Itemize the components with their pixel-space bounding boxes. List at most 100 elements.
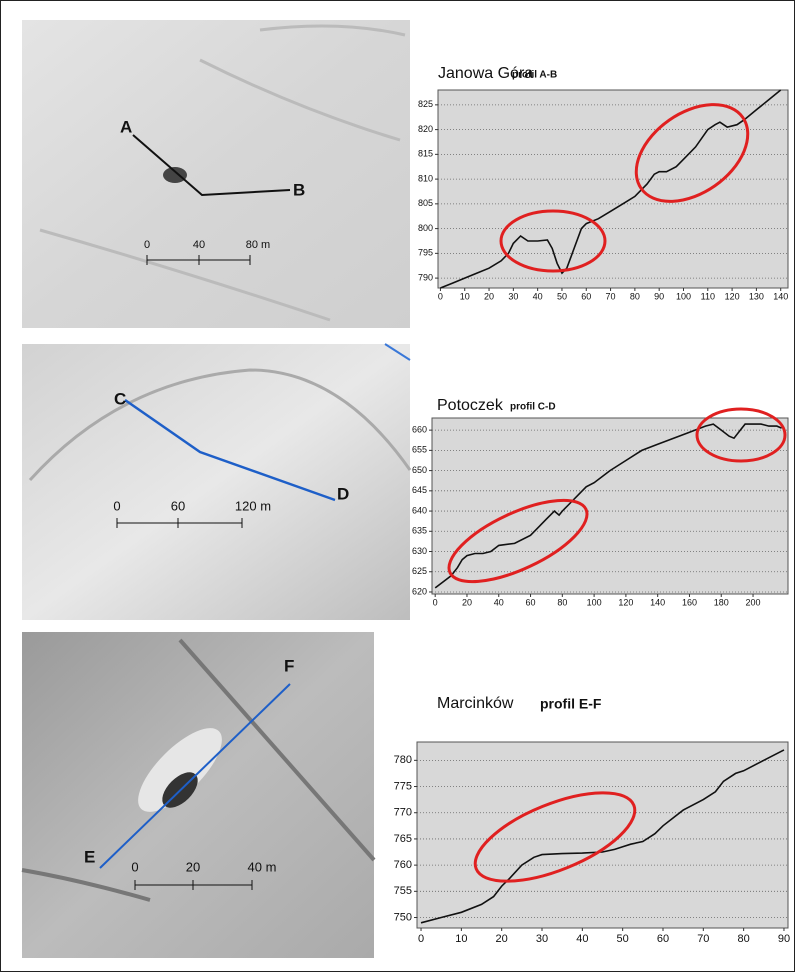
x-tick-label: 30	[536, 933, 548, 945]
x-tick-label: 80	[630, 291, 640, 301]
terrain	[21, 638, 376, 902]
y-tick-label: 820	[418, 124, 433, 134]
x-tick-label: 50	[557, 291, 567, 301]
scale-label: 20	[186, 859, 200, 874]
x-tick-label: 120	[618, 597, 633, 607]
x-tick-label: 80	[738, 933, 750, 945]
map-panel: E F 0 20 40 m	[21, 632, 376, 958]
x-tick-label: 120	[725, 291, 740, 301]
y-tick-label: 750	[394, 911, 412, 923]
y-tick-label: 625	[412, 566, 427, 576]
x-tick-label: 30	[508, 291, 518, 301]
y-tick-label: 635	[412, 526, 427, 536]
x-tick-label: 10	[455, 933, 467, 945]
y-tick-label: 790	[418, 272, 433, 282]
terrain	[138, 728, 222, 812]
y-tick-label: 655	[412, 445, 427, 455]
profile-line	[132, 134, 291, 197]
y-tick-label: 645	[412, 485, 427, 495]
x-tick-label: 20	[496, 933, 508, 945]
scale-label: 60	[171, 498, 185, 513]
y-tick-label: 620	[412, 586, 427, 596]
chart-title: Marcinków	[437, 695, 514, 712]
x-tick-label: 90	[778, 933, 790, 945]
highlight-ellipse	[634, 103, 750, 203]
scale-label: 40 m	[248, 859, 277, 874]
profile-line	[440, 89, 782, 289]
y-tick-label: 805	[418, 198, 433, 208]
x-tick-label: 40	[533, 291, 543, 301]
map-panel: C D 0 60 120 m	[22, 343, 412, 620]
x-tick-label: 80	[557, 597, 567, 607]
chart-subtitle: profil C-D	[510, 402, 556, 413]
point-label: F	[284, 656, 294, 675]
y-tick-label: 800	[418, 223, 433, 233]
map-image	[22, 20, 410, 328]
scale-label: 120 m	[235, 498, 271, 513]
chart-title: Potoczek	[437, 397, 504, 414]
profile-line	[124, 398, 336, 502]
terrain	[28, 368, 412, 482]
x-tick-label: 100	[676, 291, 691, 301]
chart-title: Janowa Góra	[438, 65, 533, 82]
x-tick-label: 140	[650, 597, 665, 607]
y-tick-label: 770	[394, 807, 412, 819]
profile-line	[420, 749, 785, 924]
y-tick-label: 810	[418, 173, 433, 183]
map-image	[22, 344, 410, 620]
point-label: D	[337, 484, 349, 503]
scale-bar	[146, 255, 251, 265]
highlight-ellipse	[447, 498, 589, 584]
scale-bar	[116, 518, 243, 528]
x-tick-label: 110	[701, 291, 715, 301]
y-tick-label: 795	[418, 248, 433, 258]
highlight-ellipse	[695, 407, 787, 463]
x-tick-label: 70	[697, 933, 709, 945]
x-tick-label: 60	[657, 933, 669, 945]
profile-line	[434, 423, 782, 589]
scale-label: 0	[131, 859, 138, 874]
map-image	[22, 632, 374, 958]
y-tick-label: 660	[412, 425, 427, 435]
point-label: A	[120, 117, 132, 136]
x-tick-label: 130	[749, 291, 764, 301]
x-tick-label: 20	[484, 291, 494, 301]
scale-label: 80 m	[246, 239, 270, 251]
x-tick-label: 60	[581, 291, 591, 301]
x-tick-label: 50	[617, 933, 629, 945]
y-tick-label: 760	[394, 859, 412, 871]
plot-area	[437, 89, 789, 289]
terrain	[384, 343, 411, 361]
annotations	[447, 103, 787, 883]
x-tick-label: 40	[576, 933, 588, 945]
y-tick-label: 640	[412, 505, 427, 515]
y-tick-label: 755	[394, 885, 412, 897]
chart-subtitle: profil E-F	[540, 696, 602, 712]
terrain	[39, 24, 406, 322]
x-tick-label: 0	[418, 933, 424, 945]
profile-line	[99, 683, 291, 869]
plot-area	[431, 417, 789, 595]
x-tick-label: 160	[682, 597, 697, 607]
y-tick-label: 630	[412, 546, 427, 556]
x-tick-label: 0	[433, 597, 438, 607]
x-tick-label: 20	[462, 597, 472, 607]
point-label: C	[114, 389, 126, 408]
scale-label: 40	[193, 239, 205, 251]
x-tick-label: 40	[494, 597, 504, 607]
point-label: B	[293, 180, 305, 199]
map-panel: A B 0 40 80 m	[22, 20, 410, 328]
y-tick-label: 825	[418, 99, 433, 109]
scale-bar	[134, 880, 253, 890]
x-tick-label: 70	[606, 291, 616, 301]
scale-label: 0	[113, 498, 120, 513]
x-tick-label: 60	[526, 597, 536, 607]
x-tick-label: 140	[773, 291, 788, 301]
chart-subtitle: profil A-B	[512, 70, 557, 81]
highlight-ellipse	[473, 791, 637, 883]
point-label: E	[84, 847, 95, 866]
highlight-ellipse	[499, 209, 607, 273]
scale-label: 0	[144, 239, 150, 251]
